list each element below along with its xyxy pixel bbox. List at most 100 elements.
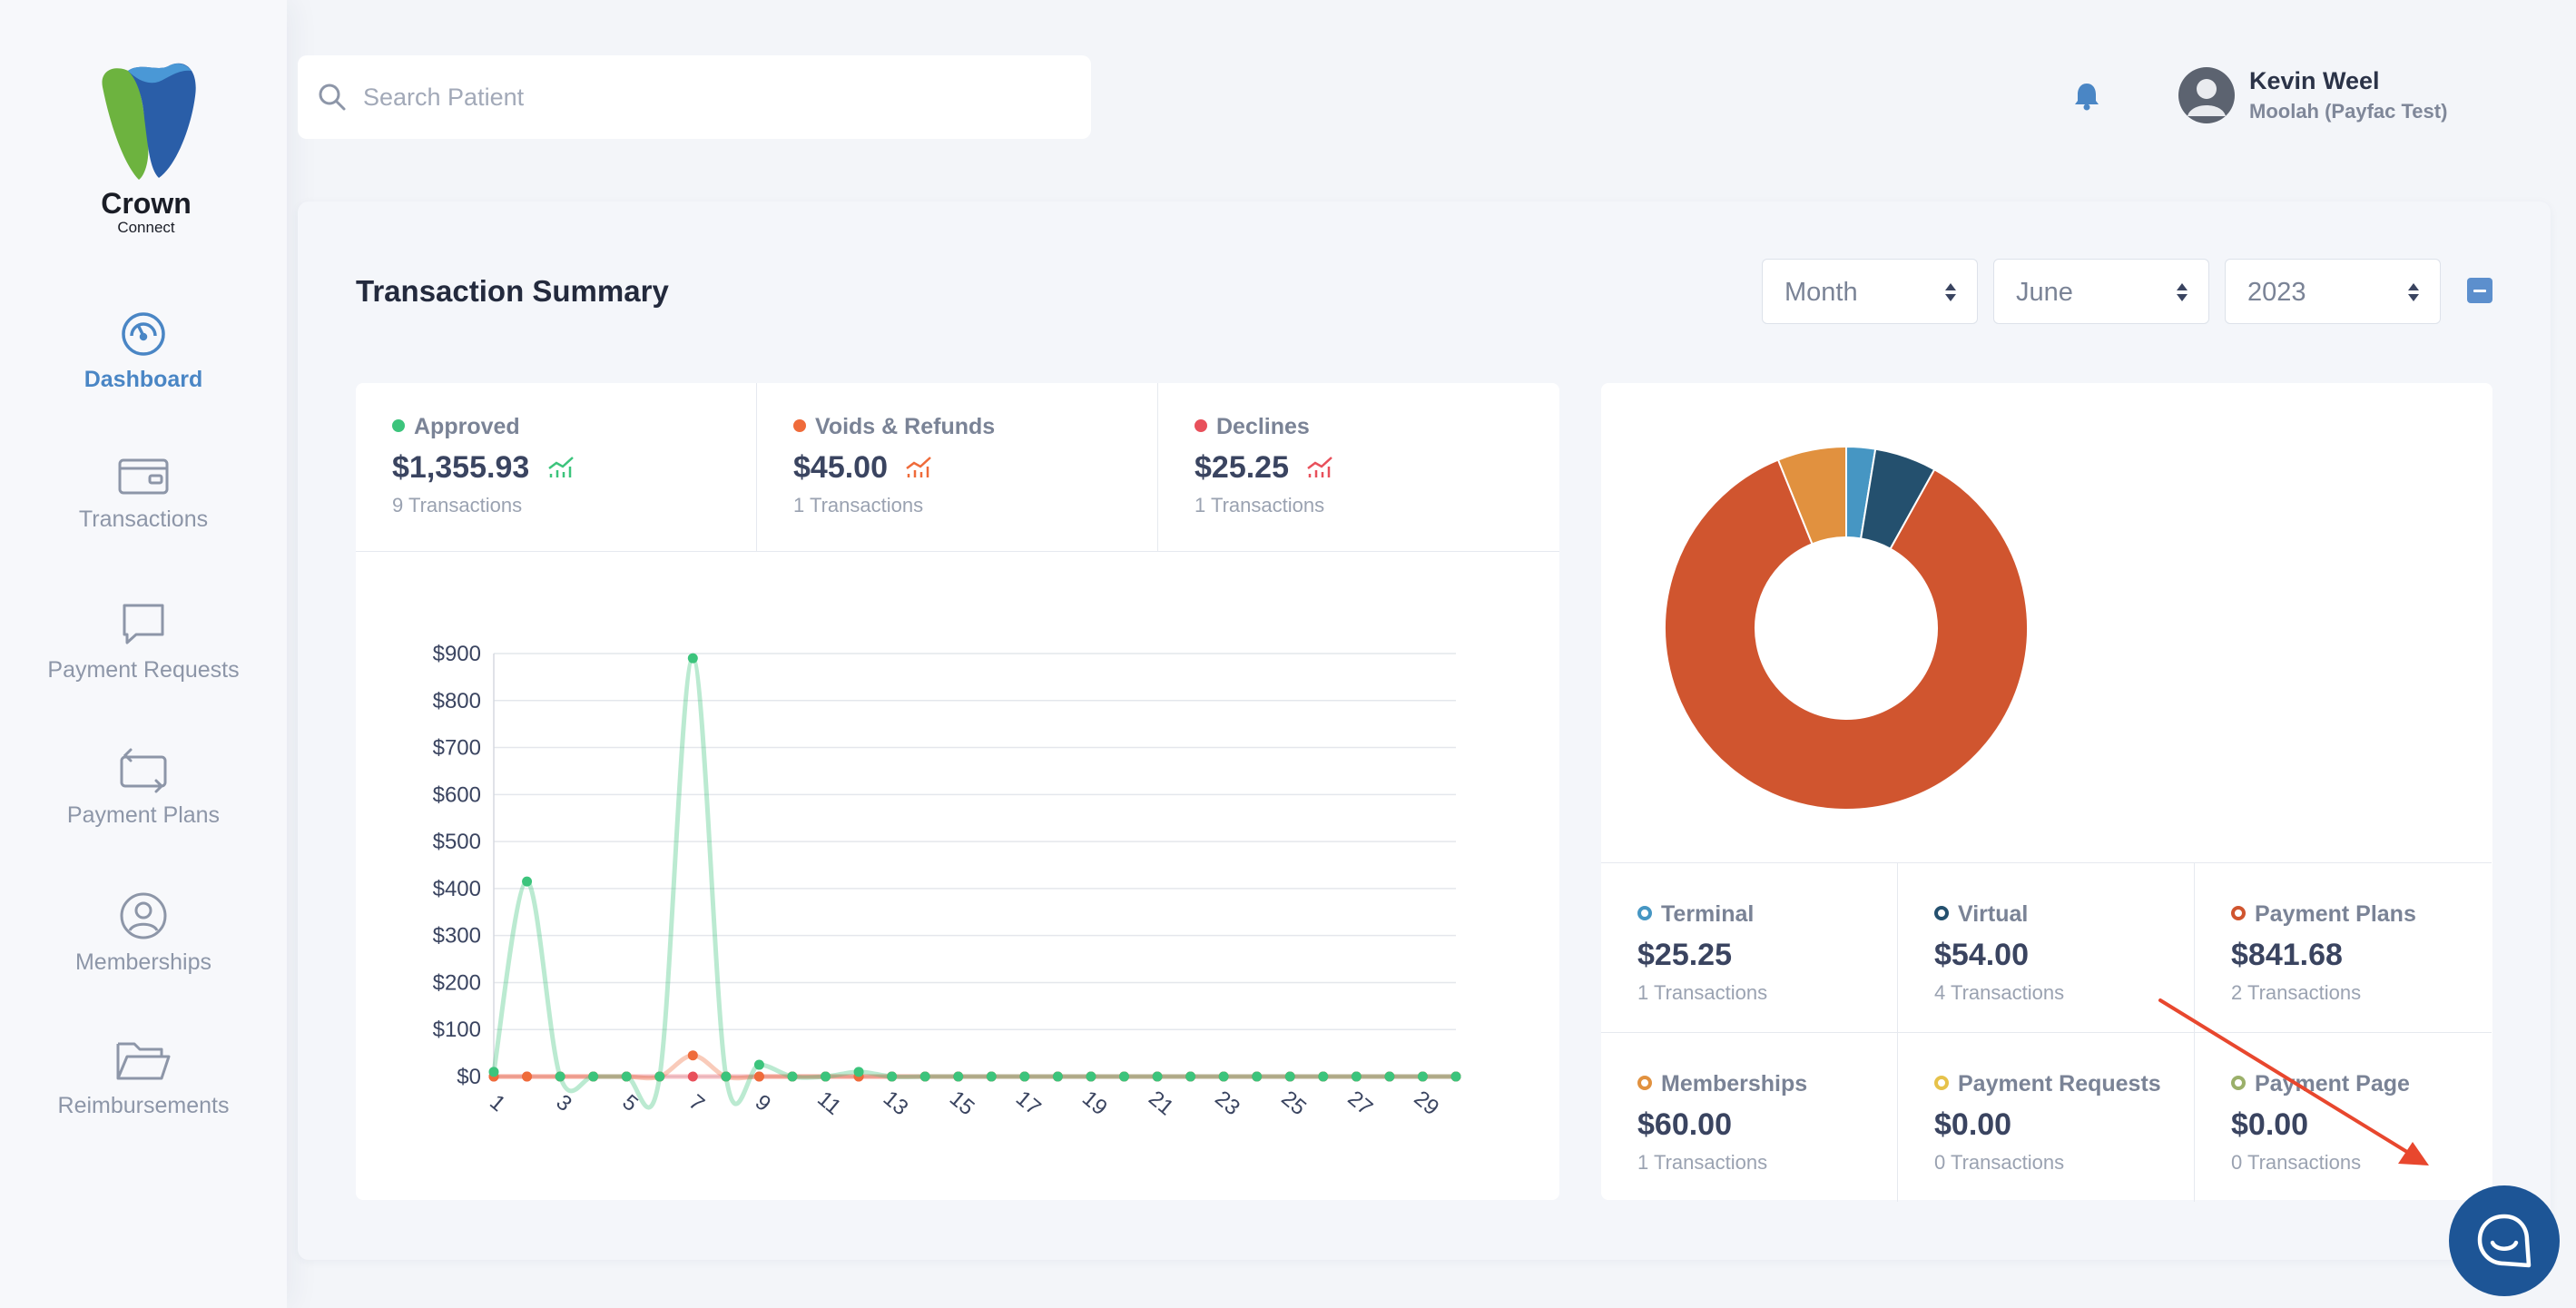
x-tick-label: 21 (1144, 1086, 1178, 1120)
nav-item-transactions[interactable]: Transactions (0, 456, 287, 533)
nav-item-payment-requests[interactable]: Payment Requests (0, 601, 287, 684)
nav-label-reimbursements: Reimbursements (57, 1093, 230, 1118)
nav-item-dashboard[interactable]: Dashboard (0, 310, 287, 393)
data-point[interactable] (1450, 1071, 1461, 1082)
avatar[interactable] (2178, 67, 2235, 123)
data-point[interactable] (522, 1071, 533, 1082)
data-point[interactable] (787, 1071, 798, 1082)
stat-value-declines: $25.25 (1195, 450, 1333, 486)
data-point[interactable] (753, 1071, 764, 1082)
nav-label-memberships: Memberships (74, 949, 212, 975)
year-select[interactable]: 2023 (2225, 259, 2441, 324)
data-point[interactable] (1152, 1071, 1163, 1082)
chat-smile-icon (2477, 1214, 2532, 1268)
collapse-button[interactable] (2467, 278, 2492, 303)
data-point[interactable] (687, 653, 698, 664)
y-tick-label: $900 (433, 642, 481, 666)
data-point[interactable] (522, 876, 533, 887)
data-point[interactable] (1318, 1071, 1329, 1082)
cat-label-text: Payment Requests (1958, 1071, 2161, 1097)
user-organization: Moolah (Payfac Test) (2249, 100, 2448, 123)
data-point[interactable] (588, 1071, 599, 1082)
category-terminal[interactable]: Terminal $25.25 1 Transactions (1601, 862, 1898, 1032)
sidebar: Crown Connect Dashboard Transactions Pay… (0, 0, 287, 1308)
user-circle-icon (120, 892, 167, 939)
data-point[interactable] (1417, 1071, 1428, 1082)
data-point[interactable] (986, 1071, 997, 1082)
chat-widget-button[interactable] (2449, 1185, 2560, 1296)
data-point[interactable] (654, 1071, 665, 1082)
nav-item-payment-plans[interactable]: Payment Plans (0, 746, 287, 829)
folder-icon (116, 1042, 171, 1080)
stat-voids-refunds[interactable]: Voids & Refunds $45.00 1 Transactions (757, 383, 1158, 552)
data-point[interactable] (721, 1071, 732, 1082)
data-point[interactable] (555, 1071, 565, 1082)
data-point[interactable] (1252, 1071, 1263, 1082)
nav-item-reimbursements[interactable]: Reimbursements (0, 1037, 287, 1119)
stat-declines[interactable]: Declines $25.25 1 Transactions (1158, 383, 1559, 552)
data-point[interactable] (621, 1071, 632, 1082)
data-point[interactable] (687, 1071, 698, 1082)
data-point[interactable] (853, 1067, 864, 1077)
data-point[interactable] (1019, 1071, 1030, 1082)
stat-count-declines: 1 Transactions (1195, 494, 1325, 516)
month-select-value: June (2016, 278, 2073, 307)
cat-value-terminal: $25.25 (1637, 938, 1732, 972)
sort-caret-icon (2177, 283, 2188, 301)
stat-value-voids: $45.00 (793, 450, 932, 486)
data-point[interactable] (1118, 1071, 1129, 1082)
annotation-arrow (2158, 998, 2429, 1165)
cat-value-virtual: $54.00 (1934, 938, 2029, 972)
data-point[interactable] (488, 1067, 499, 1077)
data-point[interactable] (1185, 1071, 1196, 1082)
recurring-icon (120, 748, 167, 793)
tooth-logo-icon (102, 63, 196, 180)
cat-label-terminal: Terminal (1637, 901, 1754, 928)
data-point[interactable] (1086, 1071, 1096, 1082)
data-point[interactable] (1052, 1071, 1063, 1082)
data-point[interactable] (1384, 1071, 1395, 1082)
month-select[interactable]: June (1993, 259, 2209, 324)
trend-chart-icon (1307, 457, 1333, 477)
category-payment-plans[interactable]: Payment Plans $841.68 2 Transactions (2195, 862, 2492, 1032)
cat-count-memberships: 1 Transactions (1637, 1151, 1768, 1174)
cat-value-payment-page: $0.00 (2231, 1107, 2309, 1142)
data-point[interactable] (953, 1071, 964, 1082)
brand-name: Crown (101, 187, 192, 220)
period-select-value: Month (1785, 278, 1858, 307)
cat-label-text: Virtual (1958, 901, 2029, 927)
category-payment-requests[interactable]: Payment Requests $0.00 0 Transactions (1898, 1032, 2195, 1202)
stat-approved[interactable]: Approved $1,355.93 9 Transactions (356, 383, 757, 552)
stat-label-voids: Voids & Refunds (793, 414, 995, 440)
data-point[interactable] (1284, 1071, 1295, 1082)
category-memberships[interactable]: Memberships $60.00 1 Transactions (1601, 1032, 1898, 1202)
user-avatar-icon (2188, 79, 2226, 116)
nav-item-memberships[interactable]: Memberships (0, 891, 287, 976)
y-tick-label: $200 (433, 970, 481, 995)
cat-label-memberships: Memberships (1637, 1071, 1807, 1097)
data-point[interactable] (753, 1059, 764, 1070)
donut-slice[interactable] (1776, 445, 1847, 546)
refund-circle-icon (793, 419, 806, 432)
period-select[interactable]: Month (1762, 259, 1978, 324)
bell-icon[interactable] (2073, 82, 2100, 111)
data-point[interactable] (687, 1050, 698, 1061)
category-virtual[interactable]: Virtual $54.00 4 Transactions (1898, 862, 2195, 1032)
data-point[interactable] (887, 1071, 898, 1082)
stat-label-declines: Declines (1195, 414, 1310, 440)
chat-bubble-icon (123, 604, 164, 644)
ring-marker-icon (1934, 1076, 1949, 1090)
user-name[interactable]: Kevin Weel (2249, 67, 2380, 94)
sort-caret-icon (2408, 283, 2419, 301)
stat-label-approved: Approved (392, 414, 520, 440)
data-point[interactable] (1351, 1071, 1362, 1082)
y-tick-label: $800 (433, 689, 481, 713)
crown-connect-logo[interactable]: Crown Connect (87, 60, 205, 237)
data-point[interactable] (919, 1071, 930, 1082)
data-point[interactable] (821, 1071, 831, 1082)
y-tick-label: $600 (433, 782, 481, 807)
search-input[interactable] (363, 55, 1071, 139)
donut-slice[interactable] (1664, 458, 2029, 811)
data-point[interactable] (1218, 1071, 1229, 1082)
